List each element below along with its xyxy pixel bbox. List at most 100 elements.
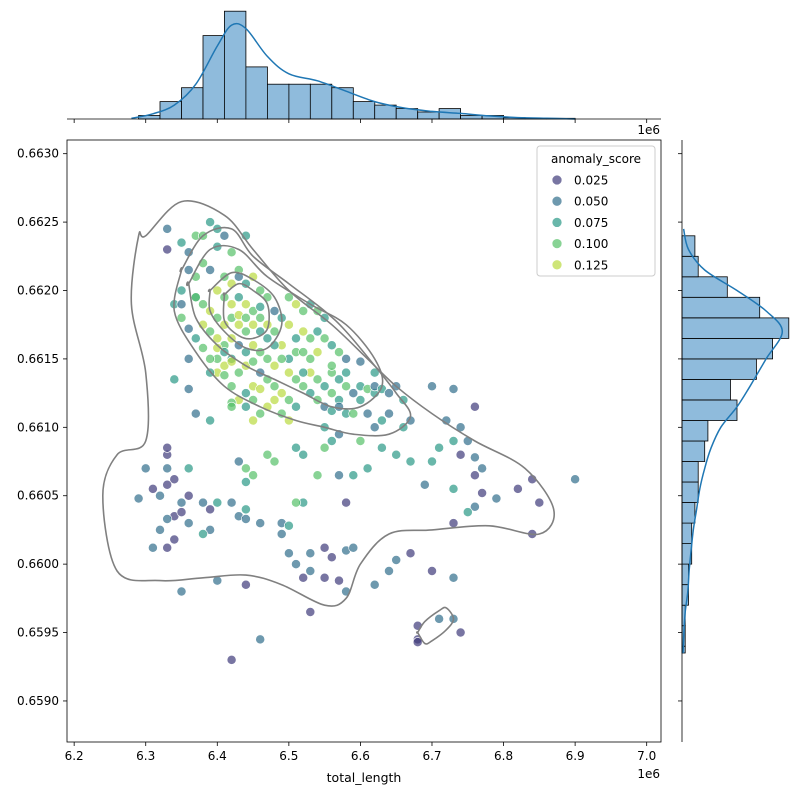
x-hist-bar [181,87,204,120]
legend-label: 0.100 [574,237,608,251]
scatter-point [334,470,344,481]
scatter-point [183,518,194,529]
scatter-point [326,552,337,563]
scatter-point [155,490,165,501]
y-tick-label: 0.6625 [17,215,59,229]
y-axis-ticks: 0.6590 0.6595 0.6600 0.6605 0.6610 0.6615 0.66… [17,147,67,708]
scatter-point [262,333,273,344]
y-tick-label: 0.6620 [17,284,59,298]
scatter-point [291,333,301,344]
scatter-point [240,326,251,337]
x-tick-label: 6.9 [566,749,585,763]
scatter-point [305,607,316,617]
scatter-point [162,223,173,234]
scatter-point [255,301,266,312]
scatter-point [319,572,330,583]
y-hist-bar [681,563,689,585]
scatter-point [162,514,173,524]
y-tick-label: 0.6590 [17,694,59,708]
scatter-point [391,555,402,565]
scatter-point [147,483,158,494]
scatter-point [198,343,208,353]
scatter-point [283,292,294,303]
legend-title: anomaly_score [551,152,641,166]
scatter-point [190,408,201,419]
x-hist-bar [460,115,483,120]
scatter-point [341,497,352,508]
scatter-point [248,319,259,330]
x-hist-bar [266,83,290,120]
scatter-point [283,395,294,405]
scatter-point [305,548,316,559]
scatter-point [376,415,387,426]
scatter-point [283,319,294,330]
scatter-point [226,401,237,412]
scatter-point [205,504,216,515]
scatter-point [291,299,301,310]
legend-entries: 0.025 0.050 0.075 0.100 0.125 [551,174,608,272]
scatter-point [255,634,266,645]
scatter-point [412,637,423,648]
x-axis-label: total_length [327,770,402,785]
kde-contour-line [207,271,283,352]
scatter-point [276,529,287,539]
scatter-point [384,388,394,399]
scatter-point [233,456,244,467]
scatter-point [334,374,344,385]
scatter-point [248,356,259,367]
scatter-point [448,436,459,446]
scatter-point [326,360,337,371]
y-hist-bar [681,358,757,380]
scatter-point [176,237,187,248]
scatter-point [183,353,194,364]
scatter-point [240,401,251,412]
x-hist-bar [417,111,440,120]
scatter-point [369,579,380,590]
y-hist-bar [681,522,693,544]
x-marginal-ticks [73,119,648,123]
legend-box [536,145,656,277]
scatter-point [455,449,466,460]
y-tick-label: 0.6595 [17,626,59,640]
scatter-point [269,395,280,405]
scatter-point [226,247,237,258]
scatter-point [240,477,251,487]
scatter-point [448,518,459,529]
scatter-point [283,520,294,531]
x-tick-label: 6.6 [351,749,370,763]
scatter-point [198,299,208,310]
x-hist-bar [223,10,247,120]
x-hist-bar [202,35,225,120]
scatter-point [298,367,309,378]
scatter-point [183,490,194,501]
scatter-point [162,244,173,255]
y-hist-bar [681,337,773,360]
scatter-point [326,388,337,399]
scatter-point [434,442,445,453]
scatter-point [312,470,323,481]
kde-contour-line [416,606,455,645]
scatter-point [312,326,323,337]
scatter-point [469,401,480,412]
scatter-point [205,265,216,275]
scatter-point [269,456,280,467]
y-tick-label: 0.6615 [17,352,59,366]
scatter-point [326,340,337,351]
scatter-point [355,356,366,367]
scatter-point [291,401,301,412]
y-tick-label: 0.6630 [17,147,59,161]
x-axis-ticks: 6.2 6.3 6.4 6.5 6.6 6.7 6.8 6.9 7.0 [65,742,656,763]
scatter-point [477,488,488,498]
scatter-point [469,452,480,463]
x-hist-bar [245,66,268,120]
scatter-point [391,449,402,460]
scatter-point [233,319,244,330]
scatter-point [298,572,309,583]
scatter-point [298,381,309,392]
scatter-point [398,395,409,405]
y-hist-bar [681,481,699,503]
scatter-point [291,559,301,570]
scatter-point [448,384,459,394]
scatter-point [255,518,266,529]
